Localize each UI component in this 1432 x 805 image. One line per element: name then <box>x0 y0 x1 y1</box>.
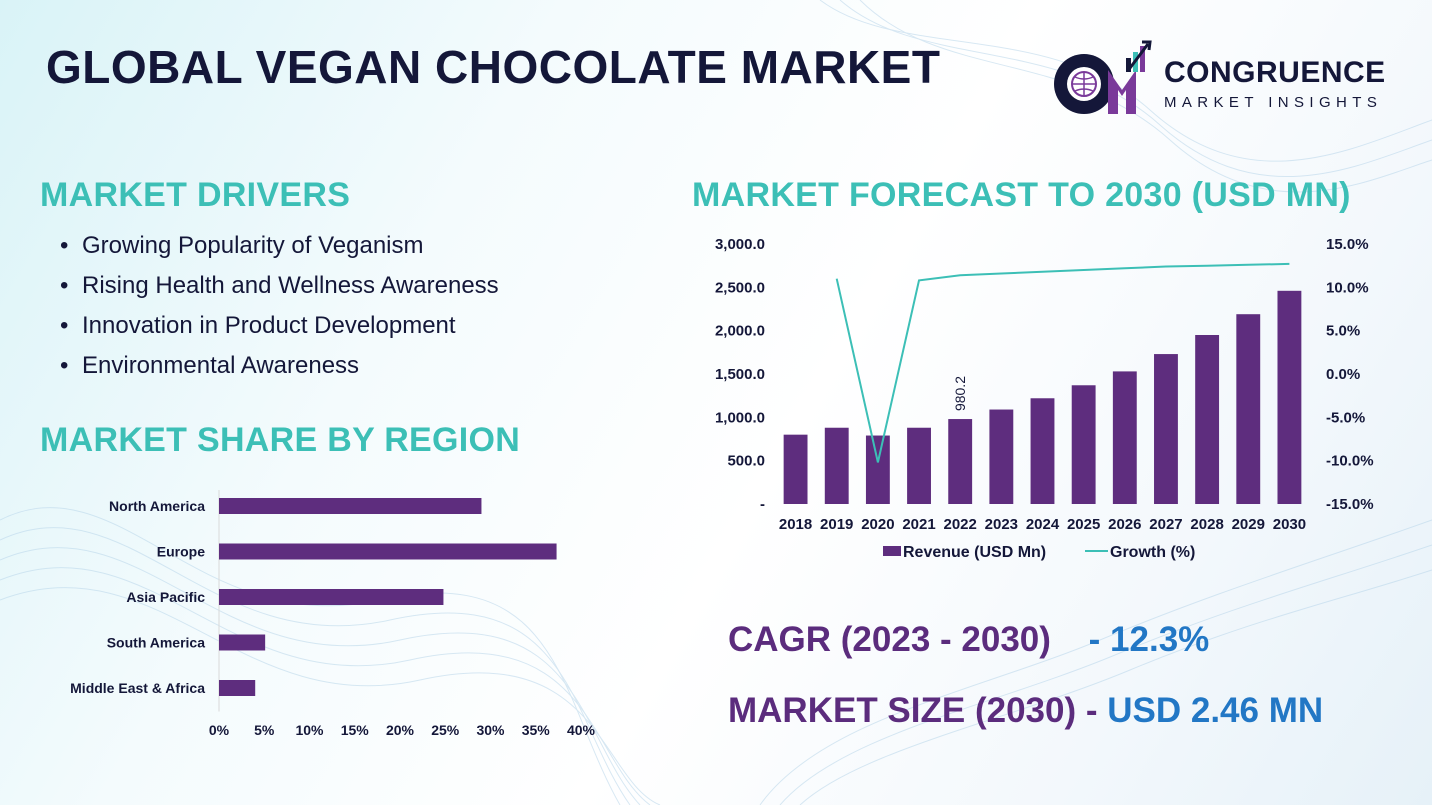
region-bar <box>219 498 482 514</box>
forecast-y-left-tick-label: 2,000.0 <box>715 323 765 340</box>
forecast-x-tick-label: 2027 <box>1149 516 1182 533</box>
region-category-label: South America <box>107 635 205 651</box>
region-x-tick-label: 10% <box>295 722 324 738</box>
list-item: • Rising Health and Wellness Awareness <box>60 272 499 312</box>
forecast-bar <box>1277 290 1302 504</box>
region-category-label: Europe <box>157 544 205 560</box>
forecast-x-tick-label: 2019 <box>820 516 853 533</box>
list-item: • Environmental Awareness <box>60 352 499 392</box>
forecast-y-right-tick-label: -10.0% <box>1326 453 1374 470</box>
market-size-label: MARKET SIZE (2030) - <box>728 691 1098 730</box>
forecast-y-left-tick-label: 500.0 <box>727 453 765 470</box>
forecast-y-right-tick-label: -5.0% <box>1326 409 1365 426</box>
forecast-bar <box>1071 385 1096 504</box>
region-x-tick-label: 0% <box>209 722 230 738</box>
region-x-tick-label: 30% <box>476 722 505 738</box>
forecast-bar <box>1236 314 1261 504</box>
list-item: • Growing Popularity of Veganism <box>60 232 499 272</box>
forecast-bar <box>865 435 890 504</box>
region-bar <box>219 680 256 696</box>
forecast-bar <box>1112 371 1137 504</box>
forecast-y-right-tick-label: 5.0% <box>1326 323 1360 340</box>
forecast-x-tick-label: 2028 <box>1190 516 1223 533</box>
forecast-x-tick-label: 2022 <box>944 516 977 533</box>
logo-mark-icon <box>1054 40 1152 114</box>
forecast-bar <box>1154 354 1178 504</box>
region-bar <box>219 589 444 605</box>
forecast-y-left-tick-label: 2,500.0 <box>715 279 765 296</box>
legend-growth-label: Growth (%) <box>1110 544 1195 561</box>
logo-name: CONGRUENCE <box>1164 56 1386 89</box>
region-category-label: Middle East & Africa <box>70 680 205 696</box>
market-size-value: USD 2.46 MN <box>1107 691 1324 730</box>
forecast-bar <box>783 434 808 504</box>
forecast-bar <box>1030 398 1055 504</box>
forecast-y-left-tick-label: - <box>760 496 765 513</box>
list-item: • Innovation in Product Development <box>60 312 499 352</box>
forecast-x-tick-label: 2018 <box>779 516 812 533</box>
cagr-label: CAGR (2023 - 2030) <box>728 620 1051 659</box>
forecast-x-tick-label: 2026 <box>1108 516 1141 533</box>
forecast-y-left-tick-label: 1,500.0 <box>715 366 765 383</box>
forecast-data-label: 980.2 <box>952 376 968 411</box>
region-category-label: North America <box>109 498 205 514</box>
forecast-x-tick-label: 2030 <box>1273 516 1306 533</box>
cagr-stat: CAGR (2023 - 2030) - 12.3% <box>728 620 1209 660</box>
forecast-x-tick-label: 2020 <box>861 516 894 533</box>
region-bar <box>219 634 266 651</box>
bullet-icon: • <box>60 272 69 299</box>
legend-revenue-label: Revenue (USD Mn) <box>903 544 1046 561</box>
region-x-tick-label: 35% <box>522 722 551 738</box>
forecast-bar <box>824 427 849 504</box>
bullet-icon: • <box>60 312 69 339</box>
region-category-label: Asia Pacific <box>126 589 205 605</box>
forecast-y-right-tick-label: 10.0% <box>1326 279 1369 296</box>
forecast-x-tick-label: 2024 <box>1026 516 1060 533</box>
forecast-chart: - 500.0 1,000.0 1,500.0 2,000.0 2,500.0 3,000.… <box>715 236 1374 561</box>
forecast-bar <box>989 409 1014 504</box>
region-x-tick-label: 20% <box>386 722 415 738</box>
forecast-y-right-tick-label: 15.0% <box>1326 236 1369 253</box>
legend-revenue-swatch <box>883 546 901 556</box>
region-x-tick-label: 25% <box>431 722 460 738</box>
driver-text: Innovation in Product Development <box>82 312 456 339</box>
forecast-y-left-tick-label: 3,000.0 <box>715 236 765 253</box>
bullet-icon: • <box>60 232 69 259</box>
forecast-growth-line <box>835 262 1290 463</box>
region-x-tick-label: 5% <box>254 722 275 738</box>
driver-text: Rising Health and Wellness Awareness <box>82 272 499 299</box>
driver-text: Environmental Awareness <box>82 352 360 379</box>
cagr-value: - 12.3% <box>1088 620 1210 659</box>
forecast-bar <box>1195 335 1220 504</box>
page-title: GLOBAL VEGAN CHOCOLATE MARKET <box>46 41 941 93</box>
region-x-tick-label: 15% <box>341 722 370 738</box>
region-share-chart: North America Europe Asia Pacific South Ame… <box>70 490 596 738</box>
forecast-y-right-tick-label: -15.0% <box>1326 496 1374 513</box>
forecast-bar <box>948 419 973 504</box>
market-size-stat: MARKET SIZE (2030) - USD 2.46 MN <box>728 691 1323 731</box>
region-x-tick-label: 40% <box>567 722 596 738</box>
forecast-bar <box>907 427 931 504</box>
forecast-y-left-tick-label: 1,000.0 <box>715 409 765 426</box>
region-bar <box>219 543 557 560</box>
forecast-y-right-tick-label: 0.0% <box>1326 366 1360 383</box>
drivers-heading: MARKET DRIVERS <box>40 176 351 214</box>
forecast-x-tick-label: 2023 <box>985 516 1018 533</box>
drivers-list: • Growing Popularity of Veganism • Rising … <box>60 232 499 392</box>
bullet-icon: • <box>60 352 69 379</box>
company-logo: CONGRUENCE MARKET INSIGHTS <box>1046 40 1406 116</box>
forecast-x-tick-label: 2029 <box>1232 516 1265 533</box>
forecast-heading: MARKET FORECAST TO 2030 (USD MN) <box>692 176 1351 214</box>
forecast-x-tick-label: 2025 <box>1067 516 1100 533</box>
logo-subtitle: MARKET INSIGHTS <box>1164 94 1383 111</box>
forecast-x-tick-label: 2021 <box>902 516 935 533</box>
region-heading: MARKET SHARE BY REGION <box>40 421 521 459</box>
driver-text: Growing Popularity of Veganism <box>82 232 424 259</box>
